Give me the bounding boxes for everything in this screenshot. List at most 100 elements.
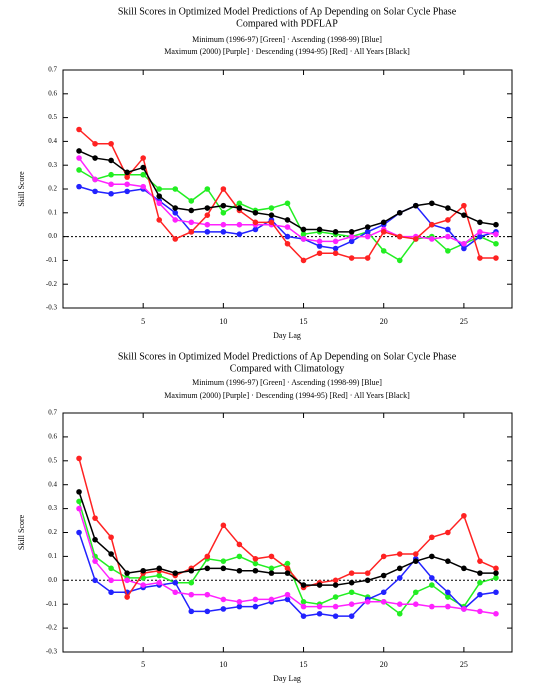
data-point xyxy=(396,575,403,581)
data-point xyxy=(429,200,435,207)
data-point xyxy=(220,558,227,564)
y-axis-label: Skill Score xyxy=(17,514,26,550)
data-point xyxy=(316,226,323,233)
y-tick-label: 0.1 xyxy=(48,552,57,560)
data-point xyxy=(461,512,467,519)
data-point xyxy=(156,193,163,199)
annotation: Minimum (1996-97) [Green] · Ascending (1… xyxy=(192,35,382,44)
data-point xyxy=(76,455,82,462)
data-point xyxy=(429,221,435,228)
data-point xyxy=(348,613,355,619)
data-point xyxy=(316,582,323,588)
data-point xyxy=(92,558,98,564)
data-point xyxy=(364,255,371,261)
data-point xyxy=(92,577,98,584)
data-point xyxy=(332,594,339,600)
data-point xyxy=(477,608,483,615)
data-point xyxy=(252,226,259,233)
data-point xyxy=(156,572,163,579)
x-tick-label: 5 xyxy=(141,317,145,326)
data-point xyxy=(412,236,419,242)
data-point xyxy=(380,553,387,560)
annotation: Maximum (2000) [Purple] · Descending (19… xyxy=(164,391,410,400)
data-point xyxy=(188,229,195,235)
y-tick-label: -0.3 xyxy=(46,304,58,312)
data-point xyxy=(445,558,451,564)
data-point xyxy=(76,167,82,173)
data-point xyxy=(477,579,483,586)
data-point xyxy=(300,603,307,610)
data-point xyxy=(188,198,195,204)
data-point xyxy=(445,529,451,536)
data-point xyxy=(220,221,227,228)
data-point xyxy=(477,233,483,240)
x-tick-label: 10 xyxy=(219,317,227,326)
data-point xyxy=(204,212,211,218)
data-point xyxy=(429,575,435,581)
data-point xyxy=(477,255,483,261)
data-point xyxy=(140,171,146,178)
y-tick-label: -0.2 xyxy=(46,624,58,632)
data-point xyxy=(461,202,467,209)
data-point xyxy=(172,186,179,192)
data-point xyxy=(493,231,499,238)
data-point xyxy=(493,610,499,617)
data-point xyxy=(477,229,483,235)
y-tick-label: 0.4 xyxy=(48,480,57,488)
data-point xyxy=(493,570,499,576)
x-tick-label: 20 xyxy=(380,317,388,326)
data-point xyxy=(493,221,499,228)
series-line xyxy=(78,169,497,262)
data-point xyxy=(188,579,195,586)
data-point xyxy=(92,515,98,521)
data-point xyxy=(124,188,130,195)
y-tick-label: 0.5 xyxy=(48,456,57,464)
data-point xyxy=(172,589,179,596)
data-point xyxy=(332,250,339,257)
data-point xyxy=(284,240,291,247)
data-point xyxy=(412,558,419,564)
data-point xyxy=(412,202,419,209)
data-point xyxy=(76,529,82,536)
data-point xyxy=(188,207,195,214)
data-point xyxy=(316,250,323,257)
y-tick-label: 0.5 xyxy=(48,113,57,121)
data-point xyxy=(236,231,243,238)
data-point xyxy=(364,229,371,235)
data-point xyxy=(220,202,227,209)
data-point xyxy=(140,582,146,588)
data-point xyxy=(92,188,98,195)
data-point xyxy=(252,210,259,216)
x-tick-label: 15 xyxy=(300,660,308,669)
data-point xyxy=(76,498,82,505)
data-point xyxy=(220,210,227,216)
data-point xyxy=(204,608,211,615)
data-point xyxy=(412,551,419,557)
data-point xyxy=(140,183,146,190)
data-point xyxy=(172,217,179,223)
data-point xyxy=(204,591,211,598)
data-point xyxy=(348,238,355,245)
y-tick-label: 0.0 xyxy=(48,232,57,240)
data-point xyxy=(429,582,435,588)
data-point xyxy=(188,567,195,574)
data-point xyxy=(172,236,179,242)
x-axis-label: Day Lag xyxy=(273,331,301,340)
data-point xyxy=(236,599,243,605)
data-point xyxy=(429,236,435,242)
data-point xyxy=(493,565,499,572)
data-point xyxy=(380,589,387,596)
data-point xyxy=(380,248,387,254)
data-point xyxy=(348,255,355,261)
data-point xyxy=(204,565,211,572)
data-point xyxy=(268,205,275,211)
data-point xyxy=(268,553,275,560)
data-point xyxy=(445,589,451,596)
data-point xyxy=(108,181,114,188)
data-point xyxy=(236,541,243,548)
data-point xyxy=(220,565,227,572)
x-axis-label: Day Lag xyxy=(273,674,301,683)
data-point xyxy=(236,200,243,207)
y-tick-label: 0.6 xyxy=(48,89,57,97)
annotation: Maximum (2000) [Purple] · Descending (19… xyxy=(164,47,410,56)
